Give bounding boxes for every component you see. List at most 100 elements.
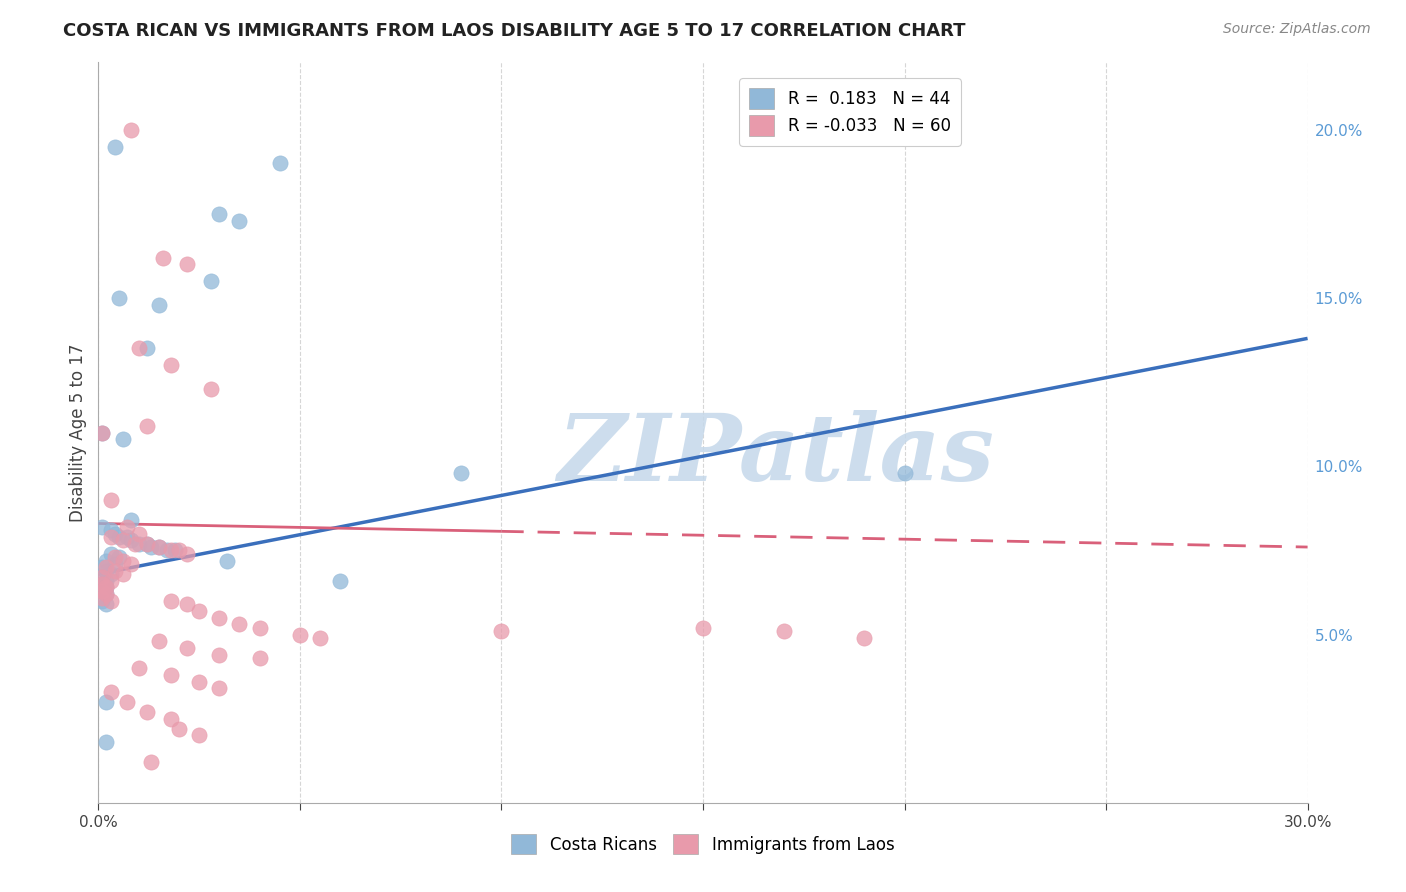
Point [160,668,183,682]
Point [160,543,183,558]
Point [160,594,183,608]
Point [450,466,472,480]
Y-axis label: Disability Age 5 to 17: Disability Age 5 to 17 [69,343,87,522]
Point [91,425,114,440]
Point [208,207,231,221]
Point [329,574,352,588]
Point [208,648,231,662]
Point [893,466,915,480]
Point [91,570,114,584]
Point [228,617,250,632]
Point [135,705,157,719]
Point [163,543,186,558]
Point [128,342,150,356]
Point [309,631,332,645]
Point [91,577,114,591]
Point [176,640,198,655]
Point [228,213,250,227]
Point [103,526,125,541]
Point [103,550,125,565]
Text: ZIPatlas: ZIPatlas [557,409,994,500]
Point [100,685,122,699]
Point [152,251,174,265]
Point [208,681,231,696]
Text: Source: ZipAtlas.com: Source: ZipAtlas.com [1223,22,1371,37]
Point [100,547,122,561]
Point [96,581,118,595]
Point [288,627,311,641]
Point [148,540,170,554]
Point [120,557,142,571]
Point [160,712,183,726]
Point [188,604,211,618]
Point [188,674,211,689]
Point [156,543,179,558]
Point [217,553,239,567]
Point [111,566,134,581]
Point [120,533,142,548]
Point [200,382,222,396]
Point [91,583,114,598]
Point [100,574,122,588]
Point [135,418,157,433]
Point [853,631,876,645]
Point [128,661,150,675]
Point [176,597,198,611]
Point [96,574,118,588]
Point [111,433,134,447]
Point [100,492,122,507]
Point [96,560,118,574]
Point [91,594,114,608]
Point [111,533,134,548]
Point [96,564,118,578]
Point [100,530,122,544]
Point [167,543,190,558]
Point [269,156,291,170]
Point [120,513,142,527]
Point [91,560,114,574]
Point [103,139,125,153]
Point [96,597,118,611]
Point [107,291,129,305]
Point [100,594,122,608]
Point [139,756,162,770]
Point [249,621,271,635]
Point [128,526,150,541]
Point [115,530,138,544]
Point [91,425,114,440]
Point [91,583,114,598]
Point [96,553,118,567]
Point [692,621,714,635]
Point [135,536,157,550]
Point [91,577,114,591]
Point [135,536,157,550]
Legend: Costa Ricans, Immigrants from Laos: Costa Ricans, Immigrants from Laos [505,828,901,861]
Point [96,695,118,709]
Point [135,342,157,356]
Point [491,624,513,639]
Point [115,520,138,534]
Point [107,530,129,544]
Point [120,122,142,136]
Text: COSTA RICAN VS IMMIGRANTS FROM LAOS DISABILITY AGE 5 TO 17 CORRELATION CHART: COSTA RICAN VS IMMIGRANTS FROM LAOS DISA… [63,22,966,40]
Point [107,550,129,565]
Point [115,695,138,709]
Point [96,735,118,749]
Point [208,610,231,624]
Point [91,520,114,534]
Point [188,729,211,743]
Point [148,634,170,648]
Point [91,591,114,605]
Point [111,553,134,567]
Point [96,587,118,601]
Point [96,581,118,595]
Point [103,557,125,571]
Point [96,587,118,601]
Point [160,359,183,373]
Point [176,547,198,561]
Point [124,536,146,550]
Point [176,257,198,271]
Point [249,651,271,665]
Point [100,566,122,581]
Point [167,722,190,736]
